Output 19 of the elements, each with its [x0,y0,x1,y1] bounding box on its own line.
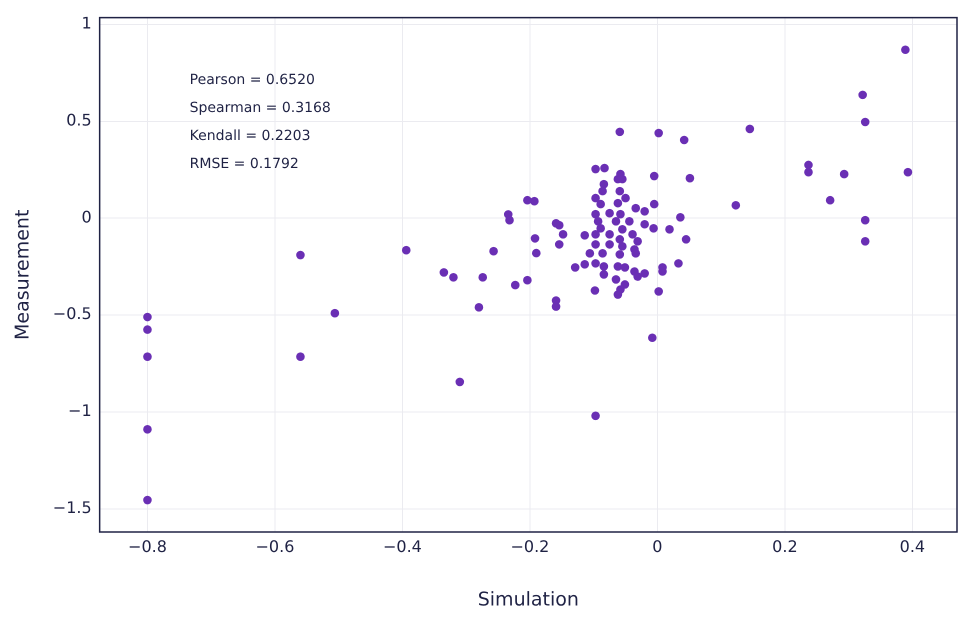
x-tick-label: 0.4 [900,536,926,556]
x-tick-label: −0.8 [128,536,167,556]
x-tick-label: 0.2 [772,536,798,556]
y-tick-label: −0.5 [52,304,92,324]
annotation: Kendall = 0.2203 [190,128,310,144]
y-tick-label: −1 [68,401,92,420]
x-tick-label: −0.6 [256,536,294,556]
x-axis-title: Simulation [478,588,579,611]
y-tick-label: 0 [81,207,92,226]
x-tick-label: −0.2 [510,536,550,556]
y-axis-title: Measurement [11,210,34,340]
y-tick-label: −1.5 [52,498,92,517]
x-tick-label: 0 [652,536,662,556]
annotation: Spearman = 0.3168 [190,100,331,116]
annotation: Pearson = 0.6520 [190,72,315,88]
y-tick-label: 1 [81,14,92,33]
y-tick-label: 0.5 [66,110,92,130]
annotation: RMSE = 0.1792 [190,156,299,172]
x-tick-label: −0.4 [383,536,422,556]
